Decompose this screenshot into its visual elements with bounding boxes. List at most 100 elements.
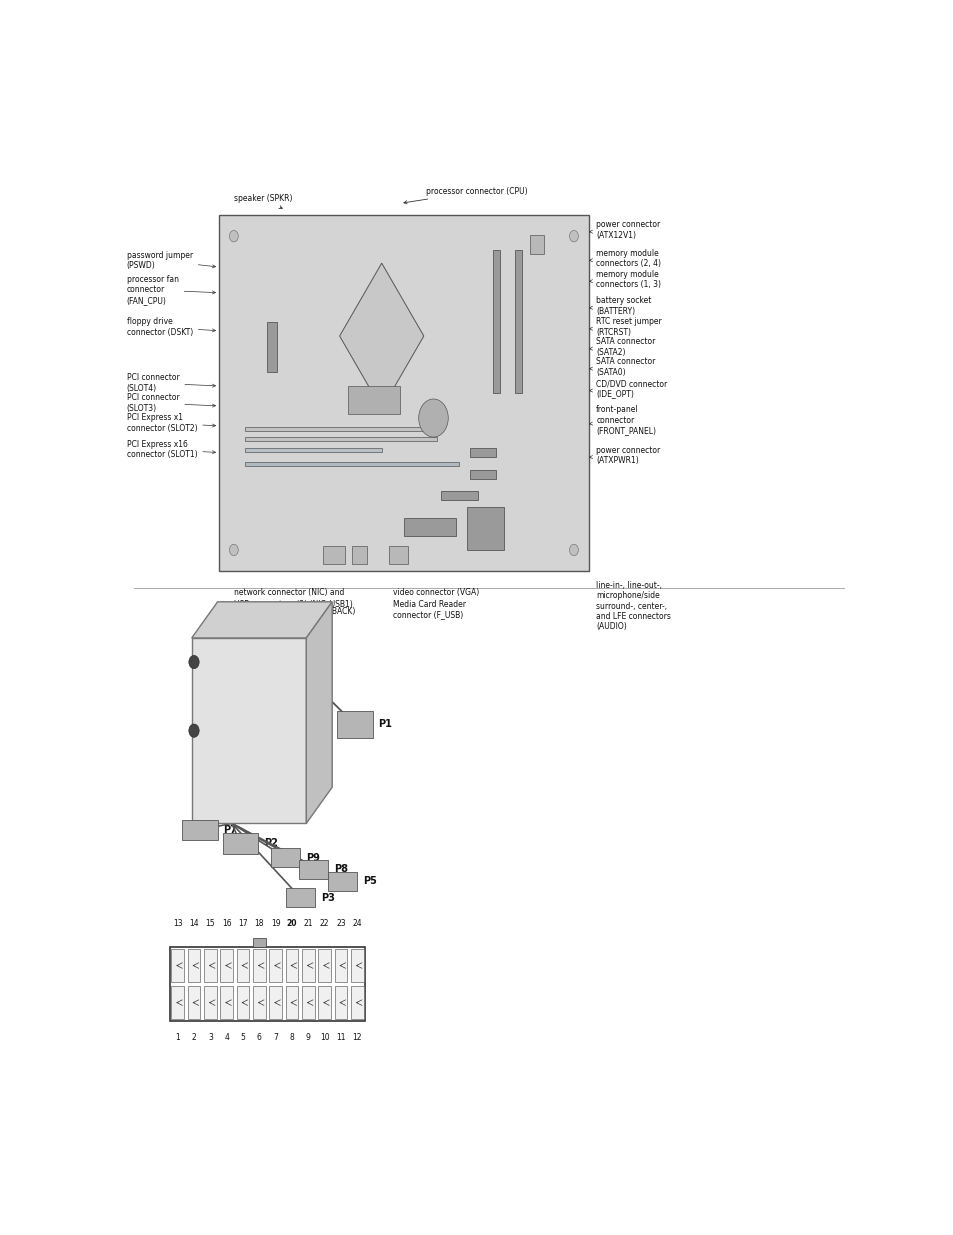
- Text: P2: P2: [264, 839, 277, 848]
- Bar: [352, 546, 367, 564]
- Text: 21: 21: [303, 919, 313, 927]
- Bar: [285, 888, 314, 906]
- Text: P3: P3: [321, 893, 335, 903]
- Text: 6: 6: [256, 1032, 261, 1041]
- Text: 5: 5: [240, 1032, 245, 1041]
- Bar: [492, 251, 499, 393]
- Text: floppy drive
connector (DSKT): floppy drive connector (DSKT): [127, 317, 215, 337]
- Bar: [204, 950, 216, 982]
- Text: 9: 9: [306, 1032, 311, 1041]
- Bar: [470, 448, 496, 457]
- Bar: [172, 987, 184, 1019]
- Bar: [188, 987, 200, 1019]
- Bar: [192, 638, 306, 824]
- Text: power connector
(ATX12V1): power connector (ATX12V1): [589, 220, 659, 240]
- Bar: [328, 872, 357, 890]
- Text: battery socket
(BATTERY): battery socket (BATTERY): [589, 296, 651, 316]
- Text: RTC reset jumper
(RTCRST): RTC reset jumper (RTCRST): [589, 317, 661, 337]
- Circle shape: [229, 545, 238, 556]
- Text: USB connectors (3) (USB_BACK): USB connectors (3) (USB_BACK): [233, 606, 355, 615]
- Polygon shape: [339, 263, 423, 409]
- Bar: [220, 987, 233, 1019]
- Bar: [236, 950, 249, 982]
- Polygon shape: [192, 601, 332, 638]
- Circle shape: [189, 724, 199, 737]
- Bar: [170, 947, 365, 1021]
- Bar: [389, 546, 407, 564]
- Text: memory module
connectors (2, 4): memory module connectors (2, 4): [589, 248, 660, 268]
- Text: 17: 17: [238, 919, 248, 927]
- Bar: [470, 469, 496, 479]
- Text: SATA connector
(SATA0): SATA connector (SATA0): [589, 357, 655, 377]
- Bar: [267, 322, 276, 372]
- Text: 7: 7: [273, 1032, 277, 1041]
- Bar: [204, 987, 216, 1019]
- Text: 10: 10: [319, 1032, 329, 1041]
- Polygon shape: [306, 601, 332, 824]
- Text: memory module
connectors (1, 3): memory module connectors (1, 3): [589, 269, 660, 289]
- Text: processor connector (CPU): processor connector (CPU): [403, 186, 527, 204]
- Text: 16: 16: [222, 919, 232, 927]
- Text: 3: 3: [208, 1032, 213, 1041]
- Bar: [440, 492, 477, 500]
- Bar: [253, 939, 266, 947]
- Text: P9: P9: [306, 852, 320, 862]
- Bar: [335, 950, 347, 982]
- Bar: [220, 950, 233, 982]
- Text: 4: 4: [224, 1032, 229, 1041]
- Bar: [285, 950, 298, 982]
- Text: processor fan
connector
(FAN_CPU): processor fan connector (FAN_CPU): [127, 275, 215, 305]
- Bar: [302, 987, 314, 1019]
- Text: power connector
(ATXPWR1): power connector (ATXPWR1): [589, 446, 659, 466]
- Bar: [285, 987, 298, 1019]
- Text: P8: P8: [335, 864, 348, 874]
- Text: 24: 24: [352, 919, 362, 927]
- Text: 23: 23: [335, 919, 345, 927]
- Bar: [337, 711, 373, 737]
- Text: speaker (SPKR): speaker (SPKR): [233, 194, 292, 209]
- Bar: [222, 832, 258, 853]
- Text: PCI connector
(SLOT4): PCI connector (SLOT4): [127, 373, 215, 393]
- Bar: [403, 517, 456, 536]
- Text: P5: P5: [363, 877, 376, 887]
- Text: password jumper
(PSWD): password jumper (PSWD): [127, 251, 215, 270]
- Bar: [236, 987, 249, 1019]
- Text: 11: 11: [335, 1032, 345, 1041]
- Text: PCI connector
(SLOT3): PCI connector (SLOT3): [127, 394, 215, 412]
- Bar: [219, 215, 588, 572]
- Bar: [188, 950, 200, 982]
- Text: 12: 12: [353, 1032, 361, 1041]
- Text: 2: 2: [192, 1032, 196, 1041]
- Bar: [351, 987, 363, 1019]
- Bar: [245, 448, 381, 452]
- Bar: [466, 508, 503, 550]
- Text: P7: P7: [223, 825, 237, 835]
- Text: PCI Express x1
connector (SLOT2): PCI Express x1 connector (SLOT2): [127, 414, 215, 432]
- Text: Media Card Reader
connector (F_USB): Media Card Reader connector (F_USB): [393, 600, 465, 619]
- Bar: [298, 860, 328, 878]
- Circle shape: [569, 545, 578, 556]
- Bar: [253, 987, 265, 1019]
- Text: video connector (VGA): video connector (VGA): [393, 589, 478, 598]
- Circle shape: [418, 399, 448, 437]
- Circle shape: [569, 231, 578, 242]
- Bar: [351, 950, 363, 982]
- Bar: [271, 848, 300, 867]
- Text: 20: 20: [287, 919, 297, 927]
- Text: front-panel
connector
(FRONT_PANEL): front-panel connector (FRONT_PANEL): [589, 405, 656, 435]
- Bar: [182, 820, 217, 841]
- Bar: [245, 462, 458, 466]
- Text: PCI Express x16
connector (SLOT1): PCI Express x16 connector (SLOT1): [127, 440, 215, 459]
- Circle shape: [229, 231, 238, 242]
- Text: 19: 19: [271, 919, 280, 927]
- Bar: [245, 437, 436, 441]
- Bar: [348, 385, 400, 415]
- Text: 1: 1: [175, 1032, 180, 1041]
- Bar: [245, 426, 436, 431]
- Bar: [302, 950, 314, 982]
- Bar: [269, 950, 282, 982]
- Text: SATA connector
(SATA2): SATA connector (SATA2): [589, 337, 655, 357]
- Bar: [529, 235, 544, 254]
- Bar: [322, 546, 344, 564]
- Bar: [269, 987, 282, 1019]
